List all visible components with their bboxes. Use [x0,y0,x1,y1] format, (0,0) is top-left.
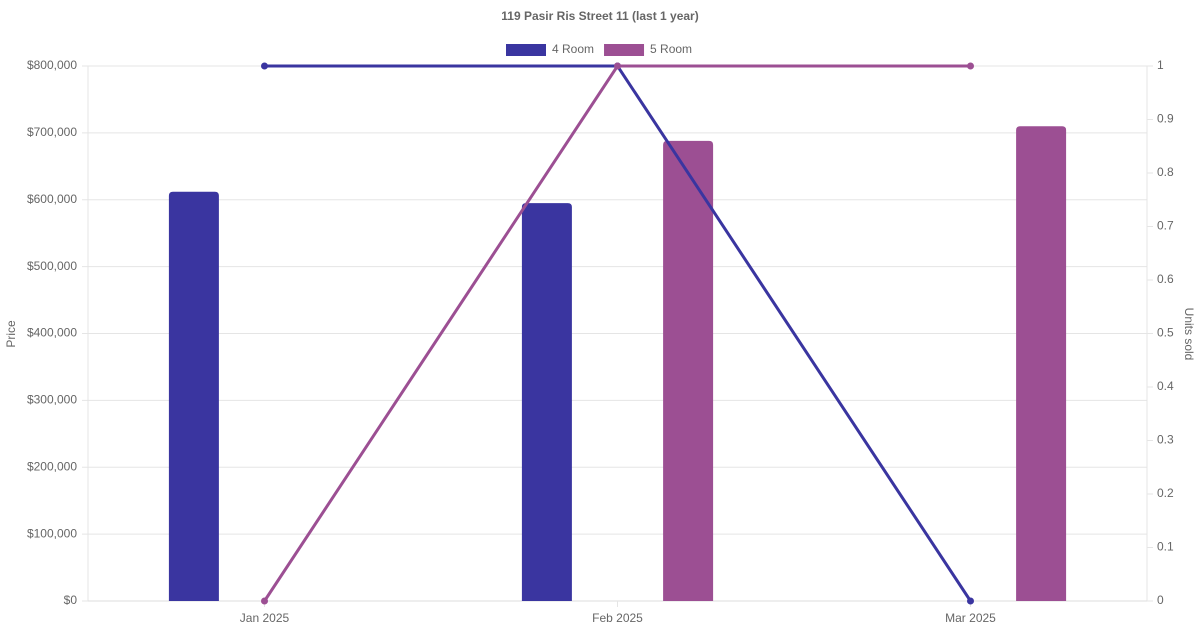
bar [168,191,219,601]
y-axis-title: Price [4,320,18,348]
y-tick-label: $600,000 [27,192,77,206]
y2-tick-label: 0.9 [1157,112,1174,126]
line-point [261,62,268,70]
y-tick-label: $200,000 [27,459,77,473]
line-point [261,597,268,605]
line-point [614,62,621,70]
y-tick-label: $300,000 [27,393,77,407]
x-tick-label: Mar 2025 [945,611,996,625]
legend-label[interactable]: 5 Room [650,42,692,56]
y2-tick-label: 0.4 [1157,379,1174,393]
y-tick-label: $400,000 [27,326,77,340]
bar [1016,126,1067,601]
bar [663,140,714,601]
line-point [967,597,974,605]
y2-tick-label: 0.3 [1157,433,1174,447]
legend-swatch[interactable] [506,44,546,56]
y-tick-label: $100,000 [27,526,77,540]
y2-tick-label: 0.7 [1157,219,1174,233]
bar [521,203,572,601]
y2-tick-label: 0.2 [1157,486,1174,500]
y-tick-label: $0 [64,593,78,607]
y2-axis-title: Units sold [1182,308,1196,361]
y2-tick-label: 0.5 [1157,326,1174,340]
legend-label[interactable]: 4 Room [552,42,594,56]
y2-tick-label: 1 [1157,58,1164,72]
y-tick-label: $700,000 [27,125,77,139]
y2-tick-label: 0.8 [1157,165,1174,179]
legend-swatch[interactable] [604,44,645,56]
y2-tick-label: 0 [1157,593,1164,607]
y2-tick-label: 0.6 [1157,272,1174,286]
y-tick-label: $500,000 [27,259,77,273]
x-tick-label: Feb 2025 [592,611,643,625]
line-point [967,62,974,70]
chart-title: 119 Pasir Ris Street 11 (last 1 year) [501,9,698,23]
y2-tick-label: 0.1 [1157,540,1174,554]
y-tick-label: $800,000 [27,58,77,72]
x-tick-label: Jan 2025 [240,611,290,625]
